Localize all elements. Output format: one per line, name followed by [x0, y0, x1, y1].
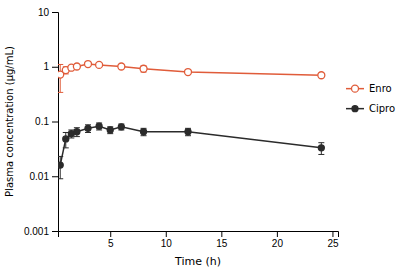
- data-point: [185, 69, 192, 76]
- error-bar-cap: [74, 127, 80, 128]
- data-point: [118, 63, 125, 70]
- error-bar: [107, 127, 113, 134]
- series: [58, 123, 324, 179]
- y-tick-label: 0.1: [35, 116, 49, 127]
- data-point: [96, 123, 102, 129]
- error-bar: [74, 128, 80, 137]
- legend-label: Cipro: [369, 103, 395, 114]
- error-bar-cap: [318, 154, 324, 155]
- data-point: [318, 72, 325, 79]
- data-point: [85, 61, 92, 68]
- x-tick-label: 20: [272, 238, 284, 249]
- y-axis-line: [52, 13, 59, 232]
- data-point: [63, 136, 69, 142]
- x-tick: 15: [216, 231, 228, 249]
- error-bar: [318, 143, 324, 155]
- y-tick-mark: [52, 12, 58, 13]
- chart: 5101520250.0010.010.1110Time (h)Plasma c…: [0, 0, 400, 271]
- error-bar-cap: [318, 142, 324, 143]
- error-bar: [141, 66, 147, 72]
- x-tick-mark: [166, 231, 167, 237]
- y-tick-mark: [52, 67, 58, 68]
- error-bar: [185, 128, 191, 135]
- y-tick-label: 0.001: [24, 226, 49, 237]
- x-tick: 25: [327, 231, 339, 249]
- plot-area: [58, 61, 325, 179]
- y-axis: 0.001 0.01 0.1 1 10: [24, 7, 59, 237]
- error-bar: [85, 125, 91, 133]
- x-tick-label: 5: [108, 238, 114, 249]
- y-tick: 0.1: [35, 116, 58, 127]
- data-point: [318, 145, 324, 151]
- error-bar-cap: [58, 178, 63, 179]
- x-axis: 5 10 15 20 25: [59, 231, 339, 249]
- data-point: [73, 63, 80, 70]
- y-tick-label: 0.01: [30, 171, 50, 182]
- data-point: [58, 162, 63, 168]
- data-point: [85, 125, 91, 131]
- y-tick: 0.001: [24, 226, 58, 237]
- error-bar-cap: [58, 92, 63, 93]
- data-point: [185, 129, 191, 135]
- x-tick-mark: [221, 231, 222, 237]
- x-tick: 10: [161, 231, 173, 249]
- legend: Enro Cipro: [346, 83, 395, 114]
- x-tick-label: 10: [161, 238, 173, 249]
- x-tick-mark: [277, 231, 278, 237]
- x-tick-mark: [332, 231, 333, 237]
- error-bar-cap: [58, 64, 63, 65]
- x-tick: 5: [108, 231, 114, 249]
- x-tick-label: 25: [327, 238, 339, 249]
- legend-label: Enro: [369, 83, 392, 94]
- y-tick: 10: [38, 7, 58, 18]
- data-point: [141, 129, 147, 135]
- series: [58, 61, 325, 93]
- data-point: [118, 124, 124, 130]
- series-line: [60, 126, 321, 165]
- error-bar-cap: [74, 136, 80, 137]
- y-axis-title: Plasma concentration (μg/mL): [4, 46, 15, 197]
- x-axis-line: [59, 232, 339, 238]
- data-point: [96, 61, 103, 68]
- error-bar: [118, 124, 124, 130]
- y-tick: 1: [43, 61, 58, 72]
- data-point: [74, 129, 80, 135]
- y-tick-mark: [52, 176, 58, 177]
- y-tick-mark: [52, 122, 58, 123]
- x-tick: 20: [272, 231, 284, 249]
- legend-swatch: [352, 106, 358, 112]
- error-bar-cap: [85, 132, 91, 133]
- data-point: [140, 65, 147, 72]
- y-tick-mark: [52, 231, 58, 232]
- error-bar: [141, 128, 147, 135]
- y-tick-label: 10: [38, 7, 50, 18]
- x-axis-title: Time (h): [174, 255, 221, 268]
- legend-item: Cipro: [346, 103, 395, 114]
- legend-item: Enro: [346, 83, 392, 94]
- y-tick-label: 1: [43, 61, 49, 72]
- x-tick-label: 15: [216, 238, 228, 249]
- error-bar: [96, 123, 102, 130]
- legend-swatch: [352, 85, 359, 92]
- y-tick: 0.01: [30, 171, 58, 182]
- x-tick-mark: [110, 231, 111, 237]
- data-point: [107, 127, 113, 133]
